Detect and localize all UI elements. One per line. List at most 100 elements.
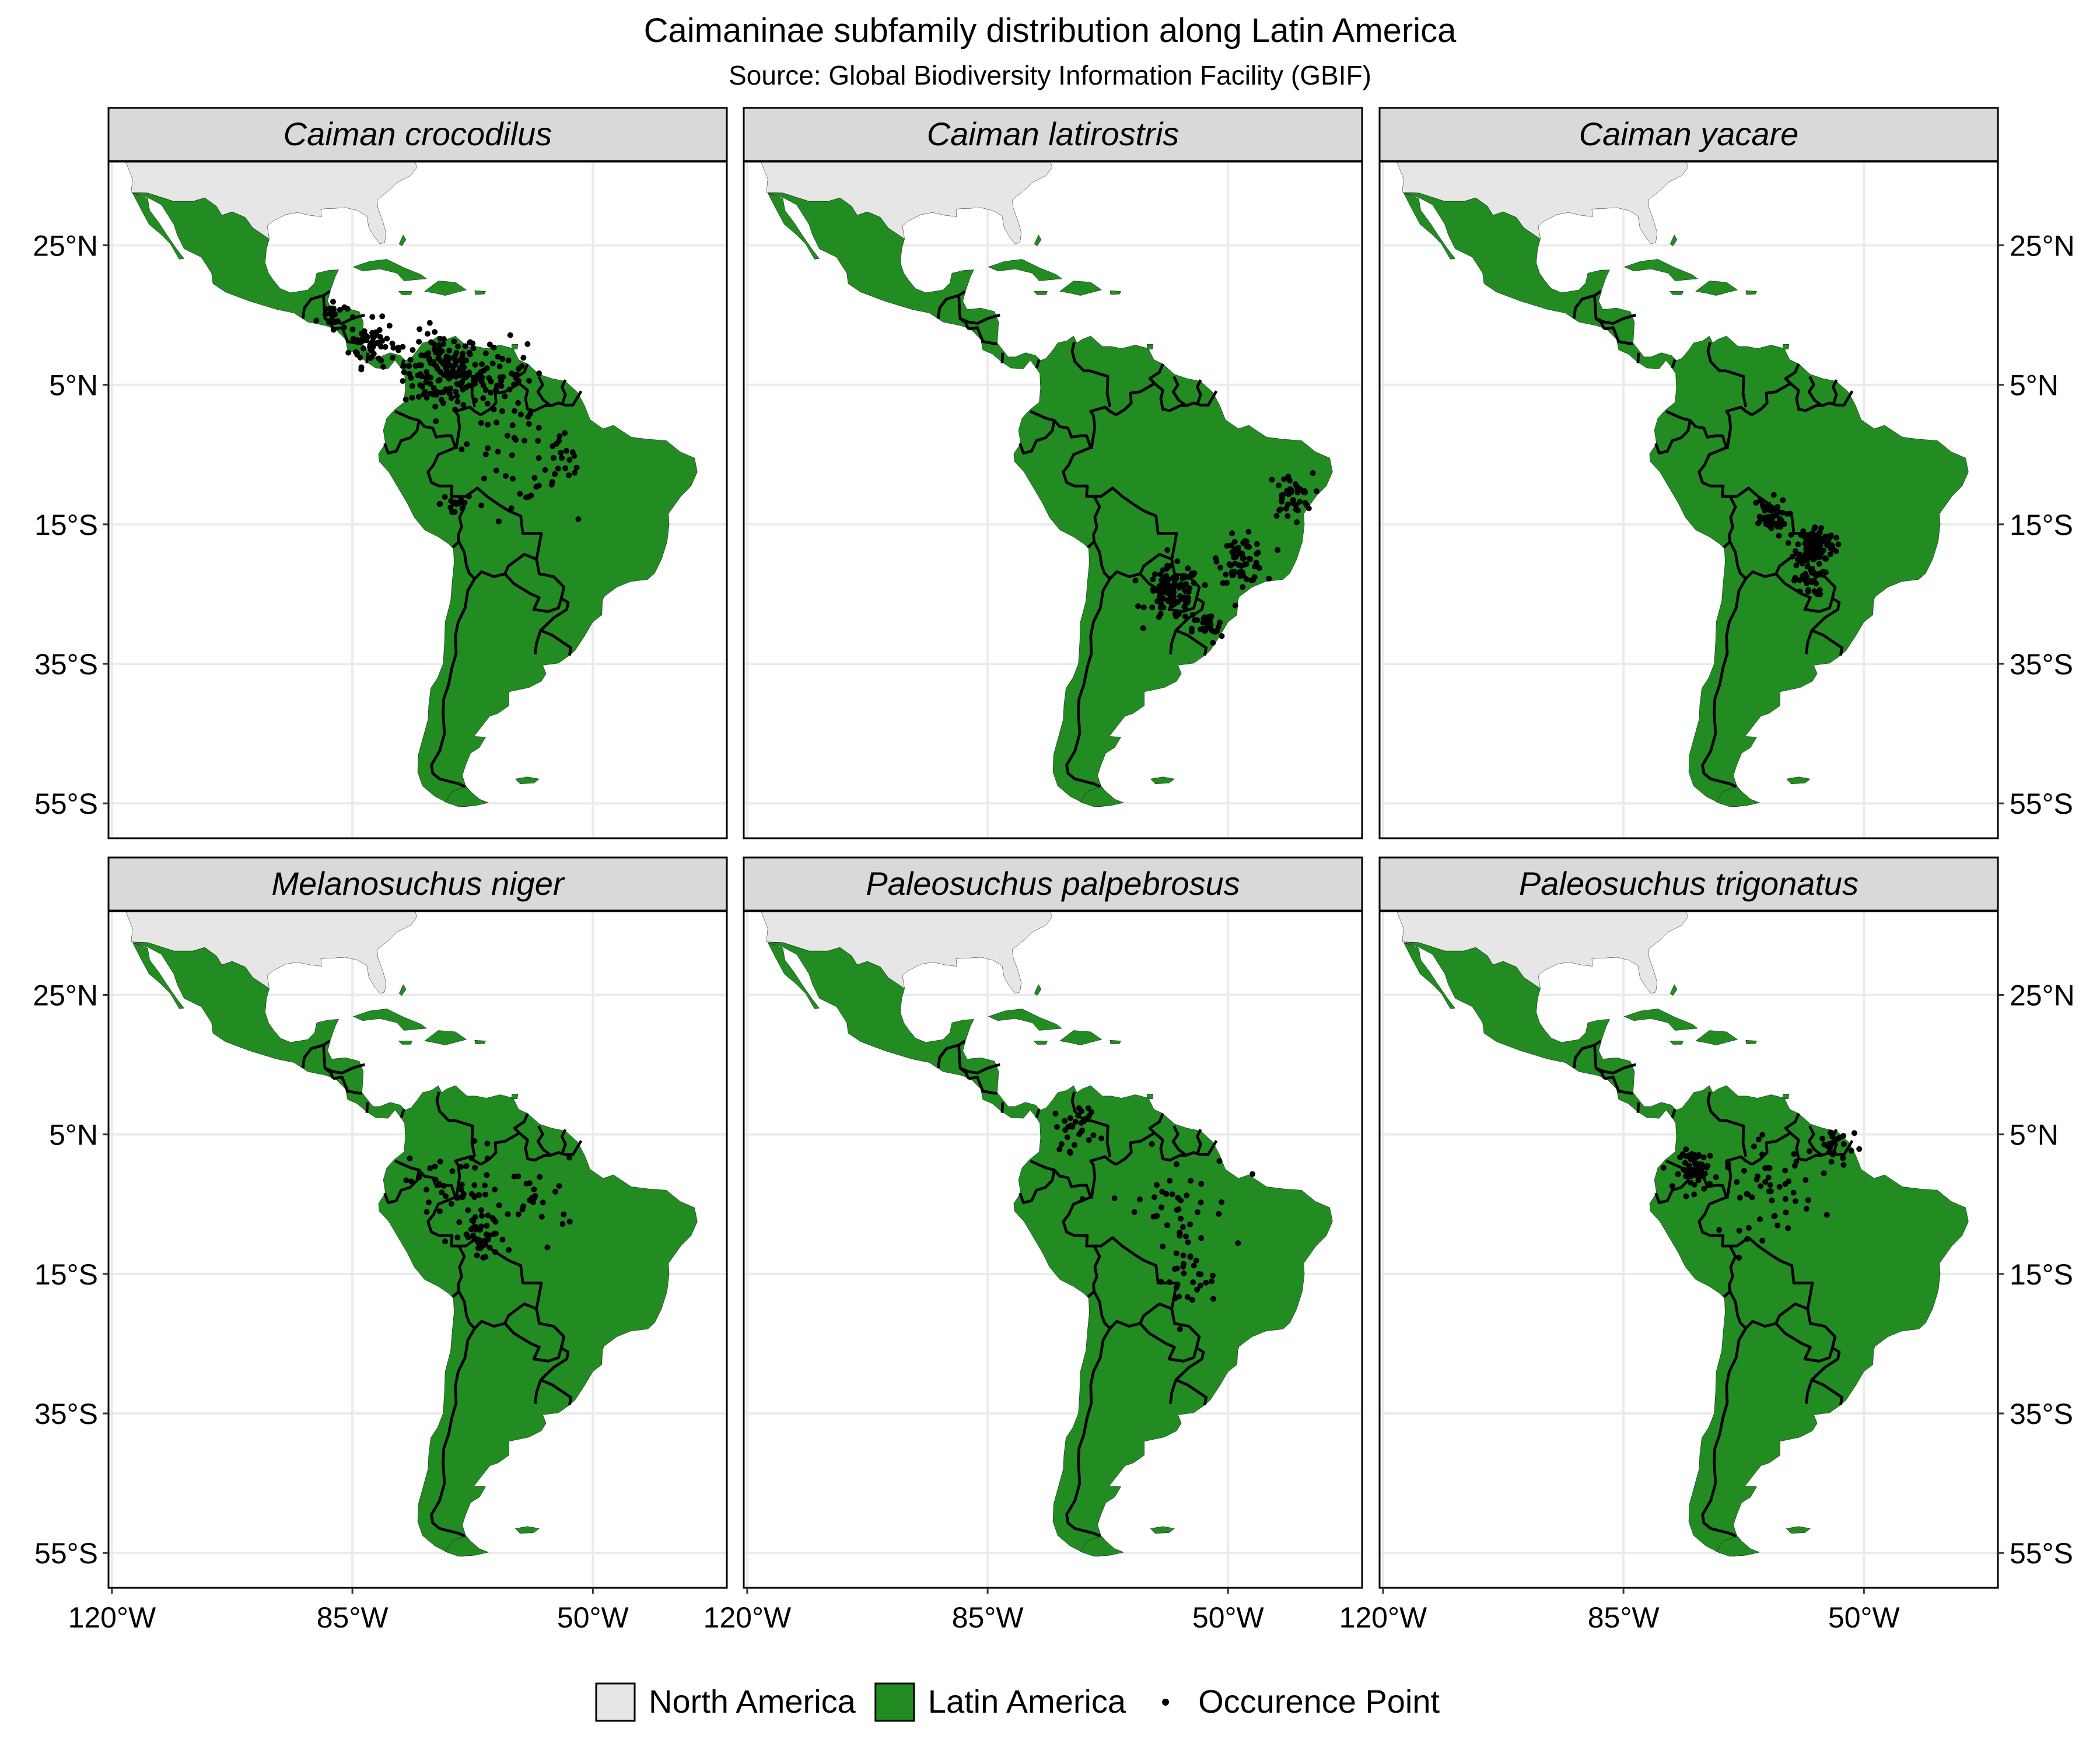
- occurrence-point: [464, 441, 470, 447]
- occurrence-point: [1183, 1233, 1189, 1240]
- occurrence-point: [527, 411, 534, 416]
- country-border: [1035, 359, 1041, 369]
- facet-strip-label: Melanosuchus niger: [271, 865, 565, 902]
- country-border: [1701, 578, 1747, 788]
- axes: 25°N 5°N 15°S 35°S 55°S 25°N 5°N 15°S 35°S 55°S 25…: [33, 230, 2074, 1634]
- occurrence-point: [1182, 613, 1188, 620]
- caribbean-island: [399, 985, 406, 996]
- occurrence-point: [1180, 572, 1186, 579]
- country-border: [534, 1379, 542, 1404]
- country-border: [1774, 1308, 1837, 1363]
- occurrence-point: [1174, 558, 1181, 565]
- occurrence-point: [1835, 541, 1842, 548]
- occurrence-point: [485, 1237, 491, 1242]
- map-area: [108, 911, 727, 1588]
- caribbean-island: [1034, 985, 1041, 996]
- caribbean-island: [1110, 1040, 1121, 1044]
- occurrence-point: [466, 349, 473, 356]
- occurrence-point: [416, 338, 422, 345]
- occurrence-point: [417, 382, 424, 388]
- occurrence-point: [1286, 491, 1292, 498]
- occurrence-point: [1795, 541, 1801, 548]
- occurrence-point: [1812, 545, 1818, 552]
- occurrence-point: [1819, 1136, 1825, 1142]
- caribbean-island: [512, 344, 518, 349]
- occurrence-point: [1791, 1151, 1797, 1157]
- caribbean-island: [988, 259, 1062, 281]
- occurrence-point: [1244, 576, 1250, 582]
- occurrence-point: [1811, 588, 1818, 594]
- occurrence-point: [1756, 513, 1763, 520]
- occurrence-point: [450, 364, 456, 370]
- country-border: [1725, 1155, 1753, 1199]
- occurrence-point: [1683, 1193, 1689, 1199]
- caribbean-island: [988, 1009, 1062, 1030]
- country-border: [301, 294, 326, 319]
- occurrence-point: [1297, 499, 1303, 505]
- occurrence-point: [482, 350, 489, 356]
- occurrence-point: [368, 355, 374, 361]
- occurrence-point: [1816, 561, 1822, 567]
- occurrence-point: [1198, 1199, 1204, 1206]
- occurrence-point: [390, 355, 396, 361]
- country-border: [1636, 1102, 1640, 1113]
- occurrence-point: [1173, 1284, 1180, 1291]
- occurrence-point: [552, 1188, 558, 1195]
- caribbean-island: [1670, 1041, 1684, 1044]
- occurrence-point: [507, 332, 513, 338]
- country-border: [480, 363, 529, 416]
- tierra-del-fuego-region: [1716, 1536, 1759, 1557]
- occurrence-point: [1252, 564, 1258, 570]
- legend-item-north-america: North America: [595, 1682, 856, 1722]
- occurrence-point: [531, 475, 538, 481]
- occurrence-point: [461, 364, 467, 370]
- occurrence-point: [1172, 1295, 1178, 1301]
- occurrence-point: [1173, 582, 1179, 589]
- occurrence-point: [452, 509, 458, 515]
- caribbean-island: [475, 290, 486, 295]
- occurrence-point: [1736, 1227, 1742, 1234]
- occurrence-point: [459, 1181, 465, 1188]
- occurrence-point: [536, 455, 542, 461]
- tierra-del-fuego-region: [445, 787, 488, 807]
- country-border: [1807, 376, 1823, 407]
- country-border: [383, 1170, 421, 1205]
- occurrence-point: [538, 1213, 545, 1220]
- occurrence-point: [1173, 1250, 1180, 1256]
- occurrence-point: [468, 1191, 475, 1197]
- occurrence-point: [1830, 547, 1836, 552]
- occurrence-point: [1802, 534, 1808, 541]
- occurrence-points: [313, 299, 582, 524]
- occurrence-point: [1813, 580, 1819, 587]
- occurrence-point: [504, 432, 510, 439]
- occurrence-point: [416, 1174, 422, 1180]
- occurrence-point: [1072, 1142, 1077, 1148]
- occurrence-point: [1246, 544, 1252, 550]
- y-tick-label: 25°N: [2010, 979, 2075, 1012]
- occurrence-point: [424, 369, 430, 375]
- x-tick-label: 85°W: [1588, 1601, 1660, 1634]
- occurrence-point: [386, 323, 393, 329]
- occurrence-point: [1232, 603, 1238, 608]
- occurrence-point: [1840, 1155, 1846, 1161]
- occurrence-point: [1212, 555, 1219, 561]
- occurrence-point: [1788, 531, 1794, 538]
- occurrence-point: [1806, 1148, 1812, 1154]
- occurrence-point: [1283, 505, 1289, 512]
- occurrence-point: [465, 1207, 471, 1213]
- occurrence-point: [1701, 1185, 1707, 1192]
- occurrence-point: [1202, 582, 1208, 588]
- occurrence-point: [443, 354, 450, 360]
- occurrence-point: [1294, 519, 1300, 526]
- occurrence-point: [1209, 1278, 1215, 1284]
- occurrence-point: [1137, 1196, 1143, 1203]
- occurrence-point: [1824, 542, 1831, 548]
- occurrence-point: [1164, 562, 1171, 569]
- caribbean-island: [1783, 1094, 1789, 1098]
- baja-california-region: [1404, 943, 1455, 1009]
- occurrence-point: [1194, 1209, 1200, 1216]
- occurrence-point: [472, 380, 478, 387]
- occurrence-point: [379, 313, 386, 320]
- occurrence-point: [1824, 1212, 1830, 1218]
- latin-america-region: [768, 943, 1332, 1556]
